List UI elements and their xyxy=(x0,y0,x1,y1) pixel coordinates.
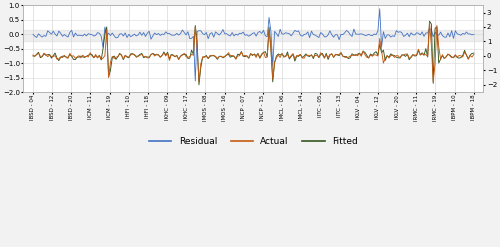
Residual xyxy=(376,7,382,10)
Actual xyxy=(196,81,202,83)
Actual xyxy=(443,55,449,58)
Actual xyxy=(60,56,66,59)
Residual xyxy=(192,80,198,82)
Fitted xyxy=(471,52,477,55)
Actual xyxy=(48,55,54,58)
Residual xyxy=(48,33,54,36)
Fitted xyxy=(48,57,54,60)
Fitted xyxy=(30,54,36,57)
Residual xyxy=(100,46,106,49)
Fitted xyxy=(196,83,202,86)
Actual xyxy=(471,53,477,56)
Fitted xyxy=(60,55,66,58)
Line: Actual: Actual xyxy=(33,23,474,82)
Residual xyxy=(323,35,329,38)
Residual xyxy=(60,35,66,38)
Line: Fitted: Fitted xyxy=(33,21,474,85)
Fitted xyxy=(426,20,432,23)
Residual xyxy=(443,36,449,39)
Legend: Residual, Actual, Fitted: Residual, Actual, Fitted xyxy=(145,134,362,150)
Actual xyxy=(323,53,329,56)
Actual xyxy=(426,21,432,24)
Fitted xyxy=(443,55,449,58)
Fitted xyxy=(100,47,106,50)
Fitted xyxy=(180,53,186,56)
Bar xyxy=(24,30,483,41)
Actual xyxy=(30,54,36,57)
Actual xyxy=(100,57,106,60)
Residual xyxy=(471,33,477,36)
Residual xyxy=(180,28,186,31)
Residual xyxy=(30,33,36,36)
Line: Residual: Residual xyxy=(33,9,474,81)
Fitted xyxy=(323,52,329,55)
Actual xyxy=(180,54,186,57)
